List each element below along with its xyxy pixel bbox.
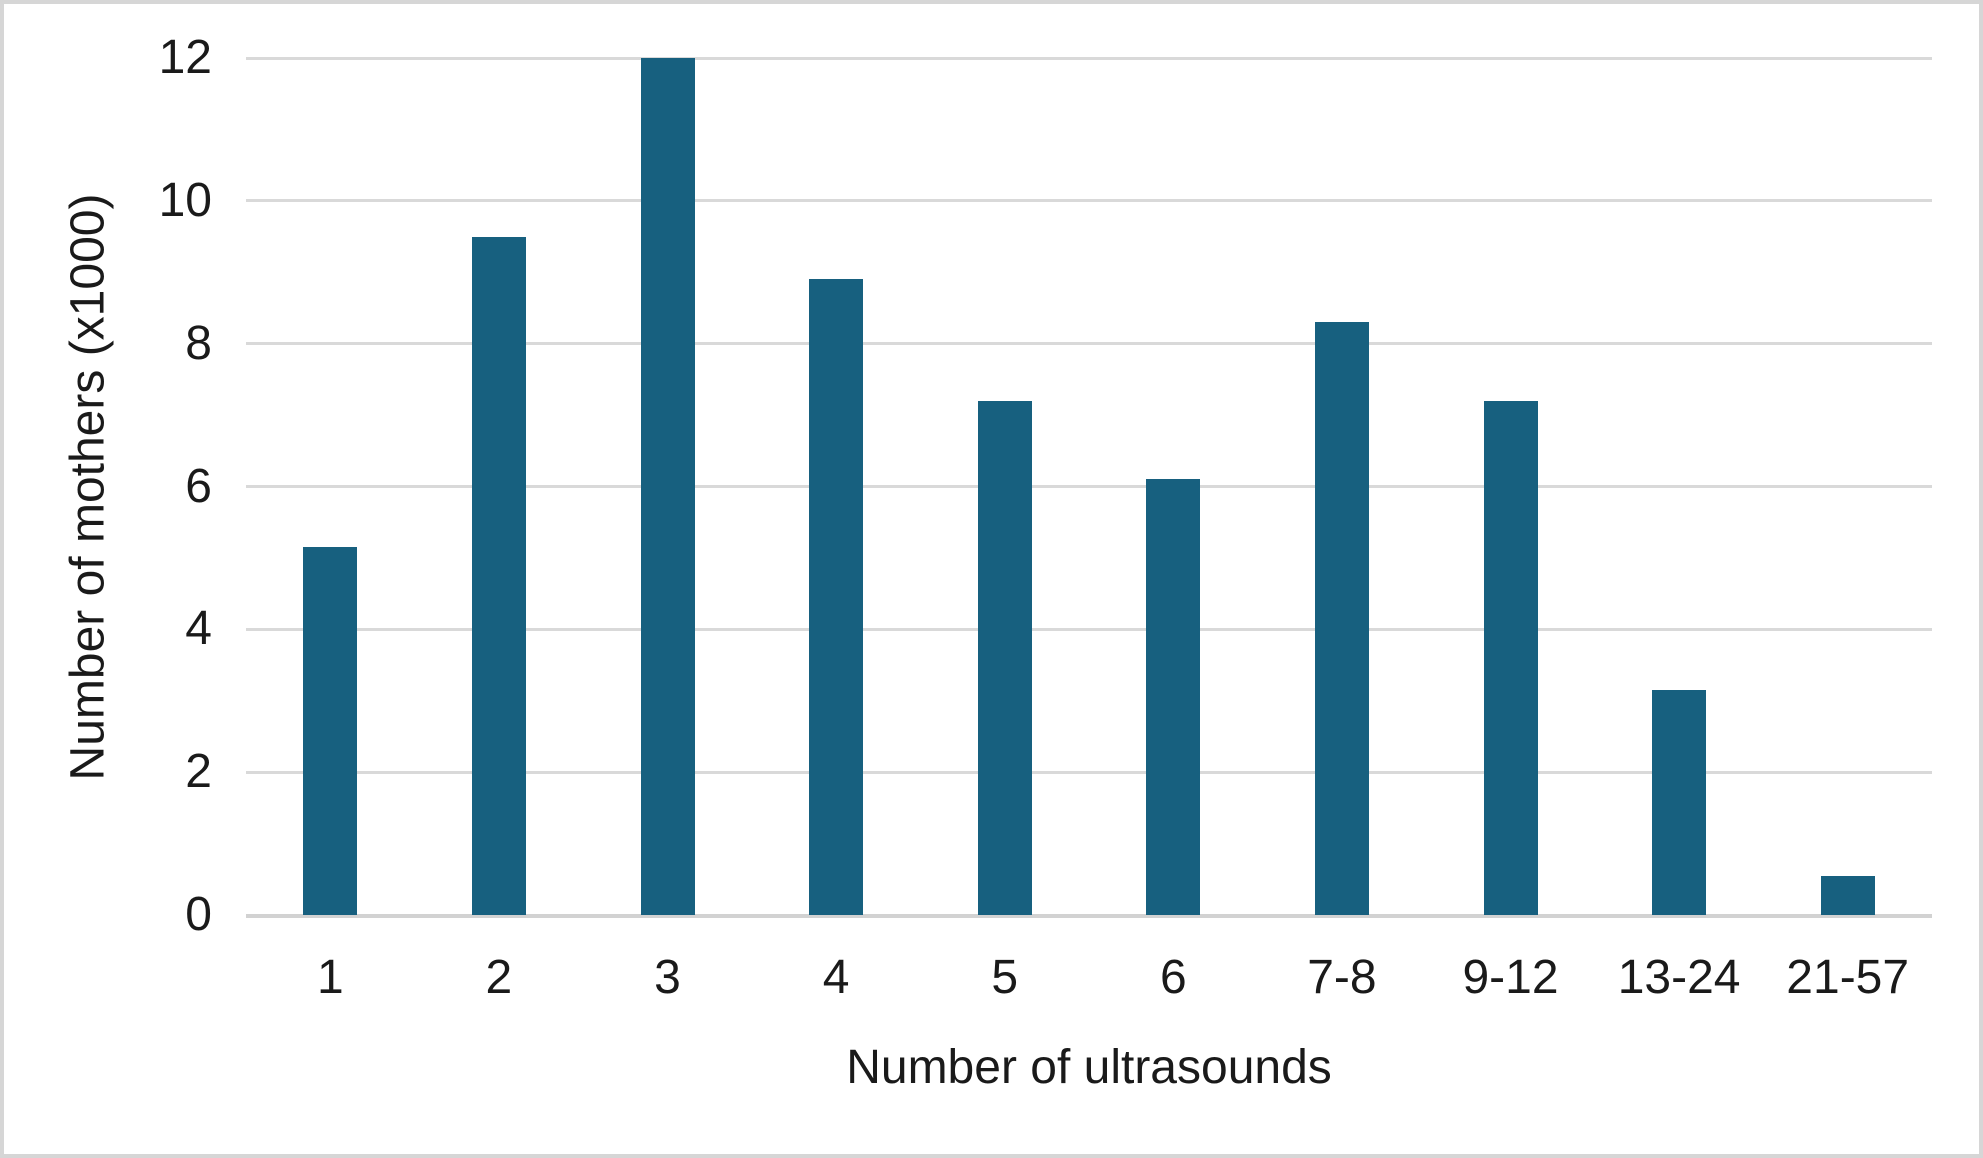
bar	[1820, 875, 1875, 915]
x-tick-label: 13-24	[1617, 951, 1741, 1004]
x-tick-label: 21-57	[1786, 951, 1910, 1004]
x-tick-label: 1	[316, 951, 344, 1004]
x-tick-label: 2	[485, 951, 513, 1004]
y-tick-label: 0	[185, 888, 212, 941]
bar	[1146, 479, 1201, 915]
y-tick-label: 12	[158, 31, 212, 84]
bar	[640, 58, 695, 915]
bar	[977, 400, 1032, 915]
x-tick-label: 9-12	[1462, 951, 1559, 1004]
bar	[809, 279, 864, 915]
y-tick-label: 6	[185, 459, 212, 513]
x-tick-label: 6	[1159, 951, 1187, 1004]
x-axis-title: Number of ultrasounds	[846, 1041, 1332, 1094]
y-tick-label: 10	[158, 173, 212, 227]
y-tick-label: 4	[185, 602, 212, 656]
y-tick-label: 8	[185, 316, 212, 370]
gridline	[246, 342, 1932, 346]
bar	[1483, 400, 1538, 915]
gridline	[246, 199, 1932, 203]
x-tick-label: 7-8	[1307, 951, 1377, 1004]
x-tick-label: 5	[991, 951, 1019, 1004]
bar	[471, 236, 526, 915]
bar	[1314, 322, 1369, 915]
bar	[303, 547, 358, 915]
gridline	[246, 770, 1932, 774]
x-tick-label: 3	[654, 951, 681, 1004]
gridline	[246, 56, 1932, 60]
y-tick-label: 2	[185, 745, 212, 799]
gridline	[246, 485, 1932, 488]
gridline	[246, 627, 1932, 631]
x-tick-label: 4	[822, 951, 850, 1004]
bar	[1652, 690, 1707, 915]
x-axis-line	[246, 913, 1932, 918]
plot-area	[246, 56, 1932, 918]
